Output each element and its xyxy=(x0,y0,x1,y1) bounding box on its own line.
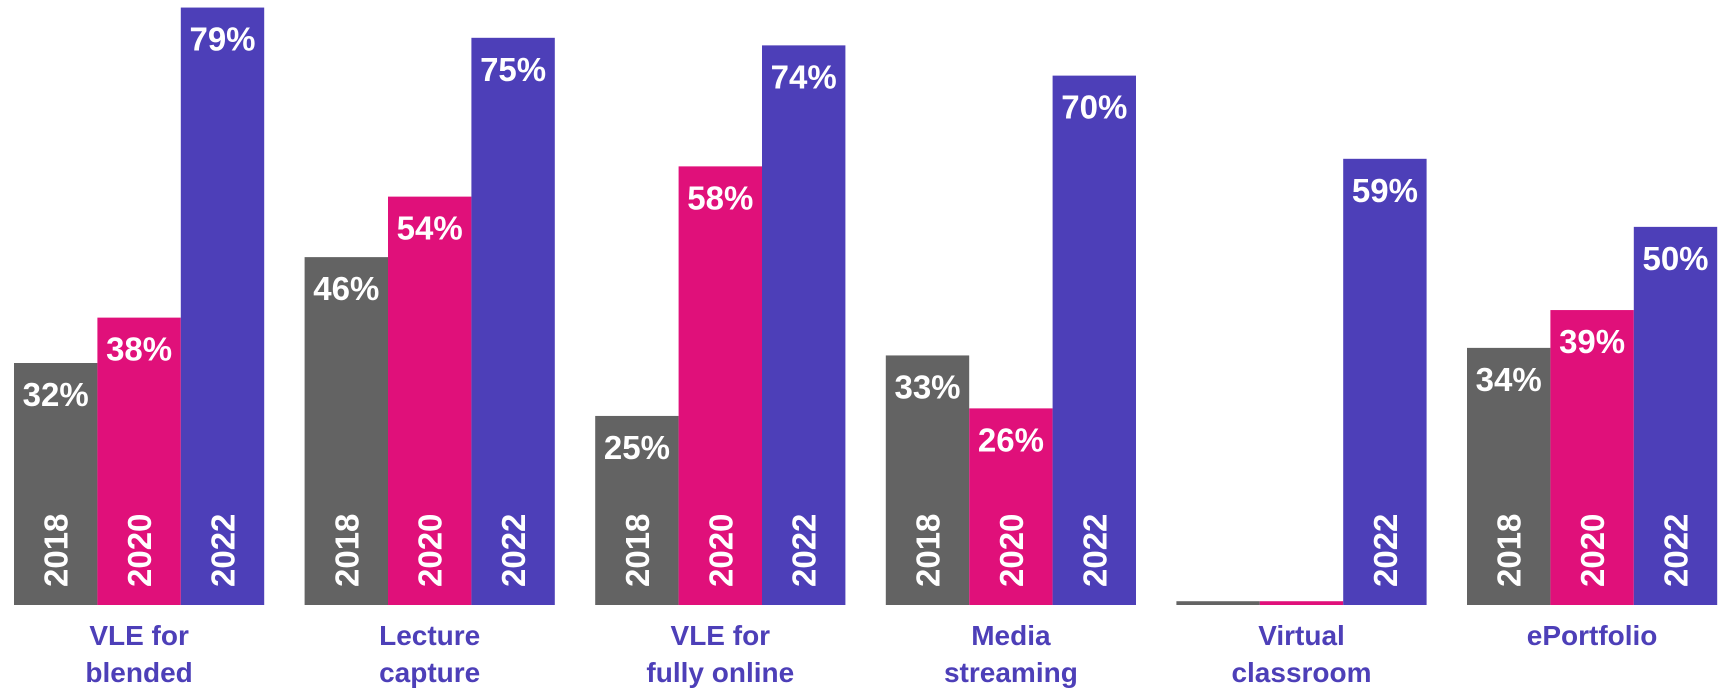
bar xyxy=(762,45,846,605)
value-label: 74% xyxy=(771,58,837,95)
bar xyxy=(304,257,388,605)
value-label: 79% xyxy=(189,21,255,58)
category-label: VLE for xyxy=(89,620,189,651)
series-label: 2020 xyxy=(121,514,158,587)
bar xyxy=(1467,347,1551,605)
value-label: 39% xyxy=(1559,323,1625,360)
value-label: 50% xyxy=(1642,240,1708,277)
bar xyxy=(1343,158,1427,605)
bar xyxy=(1176,601,1260,605)
series-label: 2018 xyxy=(619,514,656,587)
category-label: blended xyxy=(85,657,192,688)
series-label: 2020 xyxy=(1574,514,1611,587)
series-label: 2018 xyxy=(1491,514,1528,587)
category-label: streaming xyxy=(944,657,1078,688)
category-label: VLE for xyxy=(671,620,771,651)
category-label: fully online xyxy=(646,657,794,688)
value-label: 32% xyxy=(23,376,89,413)
series-label: 2022 xyxy=(1367,514,1404,587)
series-label: 2018 xyxy=(328,514,365,587)
value-label: 75% xyxy=(480,51,546,88)
bar xyxy=(180,7,265,605)
value-label: 26% xyxy=(978,421,1044,458)
category-label: classroom xyxy=(1231,657,1371,688)
category-label: Virtual xyxy=(1258,620,1345,651)
bar xyxy=(1259,601,1344,605)
value-label: 70% xyxy=(1061,89,1127,126)
bar xyxy=(1052,75,1136,605)
bar xyxy=(1550,310,1634,605)
category-label: Lecture xyxy=(379,620,480,651)
bar xyxy=(388,196,472,605)
bar xyxy=(885,355,970,605)
value-label: 59% xyxy=(1352,172,1418,209)
series-label: 2020 xyxy=(993,514,1030,587)
series-label: 2022 xyxy=(205,514,242,587)
value-label: 33% xyxy=(894,368,960,405)
bar xyxy=(595,415,679,605)
bar xyxy=(678,166,762,605)
series-label: 2022 xyxy=(495,514,532,587)
value-label: 25% xyxy=(604,429,670,466)
bar xyxy=(969,408,1053,605)
value-label: 34% xyxy=(1476,361,1542,398)
bar xyxy=(471,37,555,605)
bar xyxy=(14,363,98,605)
series-label: 2020 xyxy=(412,514,449,587)
category-label: capture xyxy=(379,657,480,688)
series-label: 2022 xyxy=(1076,514,1113,587)
series-label: 2018 xyxy=(910,514,947,587)
bar xyxy=(1633,226,1718,605)
value-label: 54% xyxy=(397,210,463,247)
value-label: 58% xyxy=(687,179,753,216)
series-label: 2020 xyxy=(702,514,739,587)
value-label: 38% xyxy=(106,331,172,368)
series-label: 2022 xyxy=(1658,514,1695,587)
bar xyxy=(97,317,181,605)
series-label: 2018 xyxy=(38,514,75,587)
category-label: Media xyxy=(971,620,1051,651)
category-label: ePortfolio xyxy=(1527,620,1658,651)
series-label: 2022 xyxy=(786,514,823,587)
value-label: 46% xyxy=(313,270,379,307)
